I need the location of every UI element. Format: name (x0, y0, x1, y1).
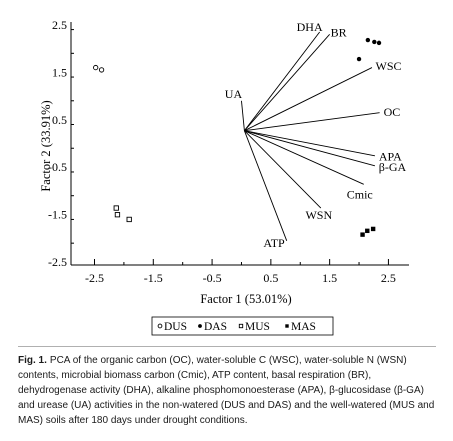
variable-label: DHA (297, 20, 323, 34)
pca-biplot: -2.5 -1.5 -0.5 0.5 1.5 2.5 -2.5 -1.5 -0.5 0.5 1.5 2… (39, 18, 409, 336)
legend-marker-das (198, 324, 202, 328)
point-mus (114, 212, 121, 218)
y-axis-label: Factor 2 (33.91%) (39, 100, 53, 191)
point-das (376, 40, 382, 46)
point-mus (126, 216, 132, 223)
caption-divider (18, 346, 436, 347)
y-tick-label: 0.5 (52, 113, 67, 127)
y-tick-label: 1.5 (52, 65, 67, 79)
figure-caption: Fig. 1. PCA of the organic carbon (OC), w… (18, 353, 436, 428)
legend-label-mus: MUS (245, 321, 270, 333)
variable-label: WSN (305, 208, 332, 222)
loading-vector (244, 31, 321, 131)
x-tick-label: -1.5 (144, 271, 163, 285)
loading-vector (244, 130, 322, 209)
loading-vector (244, 130, 364, 185)
loading-vector (241, 100, 245, 131)
variable-label: APA (379, 150, 402, 164)
point-mus (113, 205, 119, 211)
point-mas (370, 226, 376, 232)
loading-vector (244, 67, 373, 132)
loading-vector (243, 130, 288, 241)
loading-vector (244, 130, 376, 167)
variable-label: OC (384, 105, 401, 119)
legend-label-mas: MAS (291, 321, 316, 333)
legend-marker-mus (238, 323, 244, 329)
caption-text: PCA of the organic carbon (OC), water-so… (18, 355, 435, 426)
x-tick-label: 1.5 (322, 271, 337, 285)
y-tick-label: 2.5 (52, 18, 67, 32)
point-das (356, 56, 362, 62)
loading-vector (244, 34, 330, 131)
variable-label: β-GA (379, 160, 407, 174)
variable-label: UA (225, 87, 243, 101)
point-das (365, 37, 371, 43)
x-tick-label: 0.5 (263, 271, 278, 285)
legend (151, 316, 334, 336)
variable-label: ATP (263, 236, 285, 250)
x-axis-label: Factor 1 (53.01%) (200, 292, 291, 306)
x-tick-label: -2.5 (85, 271, 104, 285)
variable-label: Cmic (347, 187, 373, 201)
legend-label-das: DAS (204, 321, 227, 333)
point-mas (360, 232, 365, 237)
x-tick-label: 2.5 (381, 271, 396, 285)
loading-vector (244, 130, 375, 157)
variable-label: WSC (376, 59, 402, 73)
legend-marker-mas (285, 324, 289, 328)
point-dus (93, 64, 99, 71)
legend-label-dus: DUS (164, 321, 187, 333)
y-tick-label: -2.5 (48, 255, 67, 269)
y-tick-label: -1.5 (48, 208, 67, 222)
point-das (372, 39, 377, 45)
variable-label: BR (331, 25, 347, 39)
legend-marker-dus (157, 323, 163, 329)
y-tick-label: -0.5 (48, 160, 67, 174)
point-mas (365, 228, 370, 234)
caption-label: Fig. 1. (18, 355, 47, 366)
point-dus (98, 67, 105, 73)
loading-vector (244, 112, 380, 132)
x-tick-label: -0.5 (203, 271, 222, 285)
